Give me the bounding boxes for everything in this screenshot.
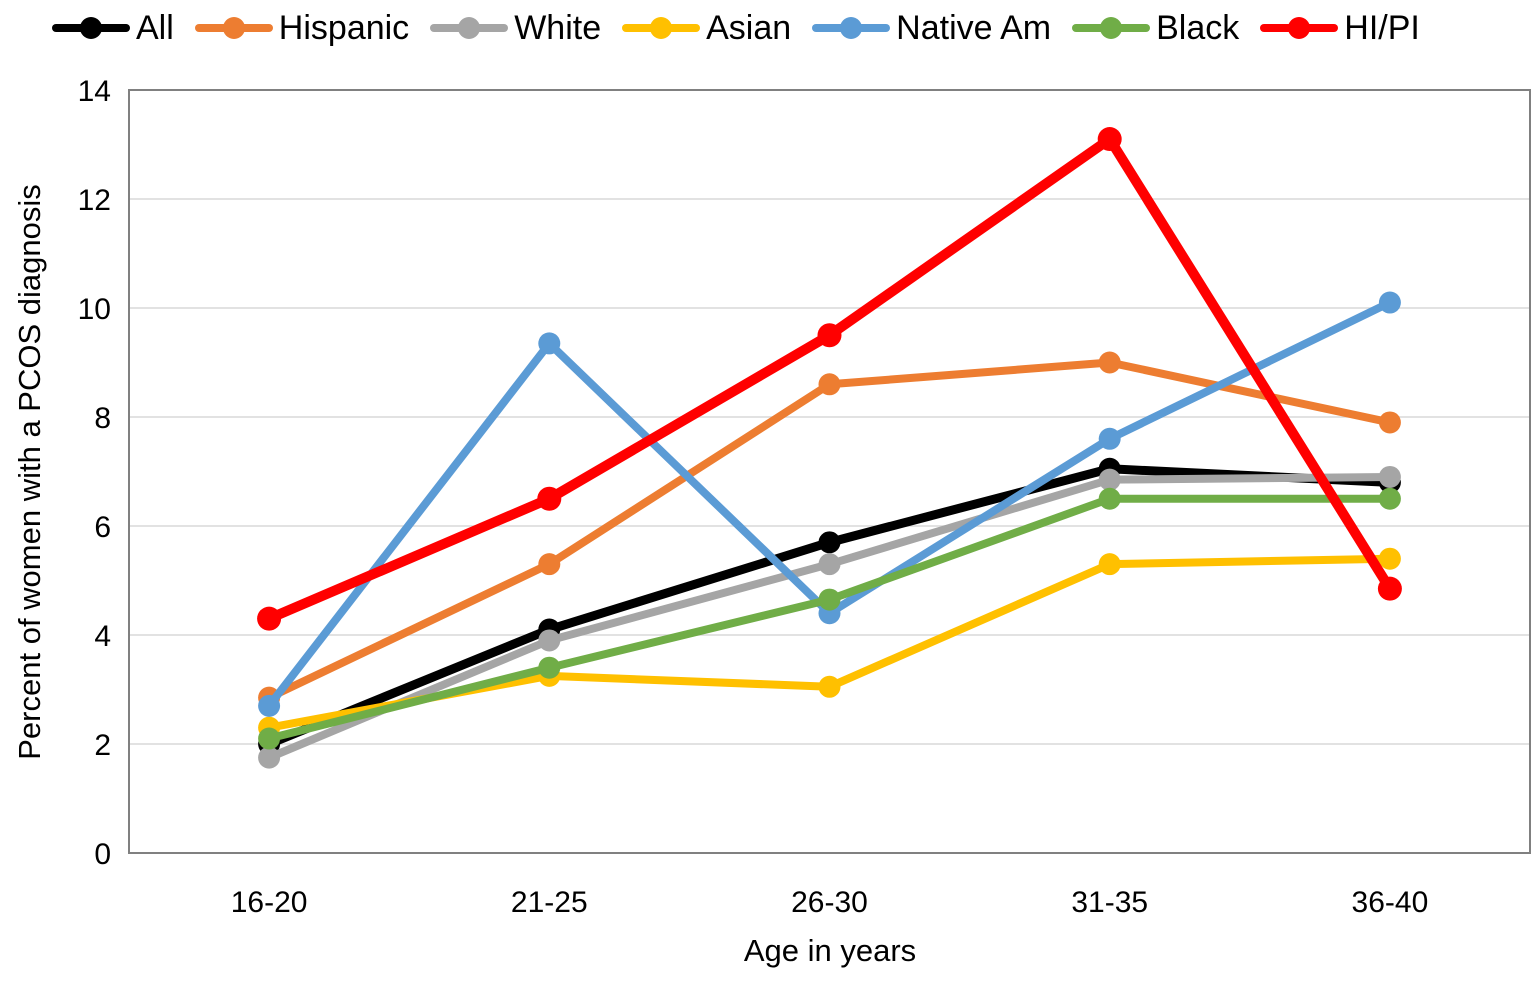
legend-dot-icon	[650, 17, 673, 39]
data-point-white-31-35	[1098, 468, 1121, 491]
x-tick-label-21-25: 21-25	[511, 886, 588, 919]
x-tick-label-16-20: 16-20	[231, 886, 308, 919]
data-point-asian-26-30	[818, 675, 841, 698]
data-point-native-am-31-35	[1098, 427, 1121, 450]
data-point-all-26-30	[818, 531, 841, 554]
data-point-native-am-36-40	[1378, 291, 1401, 314]
legend-dot-icon	[458, 17, 481, 39]
data-point-white-26-30	[818, 553, 841, 576]
legend-item-all: All	[52, 8, 174, 48]
legend-label: HI/PI	[1344, 9, 1420, 47]
data-point-hi-pi-21-25	[537, 486, 562, 511]
legend-label: Asian	[706, 9, 792, 47]
plot-border	[128, 89, 1531, 854]
legend-marker-asian	[622, 16, 701, 40]
y-tick-label-12: 12	[78, 184, 111, 217]
legend-marker-black	[1072, 16, 1151, 40]
y-tick-label-6: 6	[94, 511, 111, 544]
legend-item-asian: Asian	[622, 8, 791, 48]
data-point-hispanic-26-30	[818, 373, 841, 396]
legend-marker-hi-pi	[1260, 16, 1339, 40]
data-point-white-21-25	[538, 629, 561, 652]
legend-dot-icon	[840, 17, 863, 39]
y-tick-label-2: 2	[94, 729, 111, 762]
legend-marker-native-am	[812, 16, 891, 40]
data-point-black-31-35	[1098, 487, 1121, 510]
series-line-asian	[265, 554, 1394, 732]
legend-item-hispanic: Hispanic	[194, 8, 410, 48]
data-point-native-am-21-25	[538, 332, 561, 355]
data-point-asian-31-35	[1098, 553, 1121, 576]
x-tick-label-26-30: 26-30	[791, 886, 868, 919]
legend-label: All	[136, 9, 174, 47]
data-point-hi-pi-26-30	[817, 323, 842, 348]
x-axis-title: Age in years	[743, 933, 917, 968]
data-point-hispanic-21-25	[538, 553, 561, 576]
legend-dot-icon	[1100, 17, 1123, 39]
data-point-black-26-30	[818, 588, 841, 611]
legend-label: Black	[1156, 9, 1240, 47]
legend-marker-white	[430, 16, 509, 40]
data-point-white-36-40	[1378, 465, 1401, 488]
legend-dot-icon	[1288, 17, 1311, 39]
data-point-hi-pi-16-20	[257, 606, 282, 631]
x-tick-label-31-35: 31-35	[1071, 886, 1148, 919]
y-tick-label-10: 10	[78, 293, 111, 326]
legend-dot-icon	[80, 17, 102, 39]
data-point-hispanic-31-35	[1098, 351, 1121, 374]
y-tick-label-8: 8	[94, 402, 111, 435]
legend-label: Native Am	[896, 9, 1052, 47]
legend-marker-all	[52, 16, 130, 40]
legend-label: Hispanic	[278, 9, 410, 47]
legend-item-white: White	[430, 8, 601, 48]
y-tick-label-4: 4	[94, 620, 111, 653]
y-tick-label-14: 14	[78, 75, 111, 108]
data-point-hi-pi-31-35	[1097, 127, 1122, 152]
y-axis-title: Percent of women with a PCOS diagnosis	[12, 184, 47, 760]
legend-item-native-am: Native Am	[812, 8, 1051, 48]
legend-item-black: Black	[1072, 8, 1239, 48]
y-tick-label-0: 0	[94, 838, 111, 871]
x-tick-label-36-40: 36-40	[1352, 886, 1429, 919]
legend-label: White	[514, 9, 602, 47]
data-point-native-am-16-20	[258, 694, 281, 717]
legend-marker-hispanic	[194, 16, 273, 40]
legend-dot-icon	[222, 17, 245, 39]
series-line-native-am	[265, 298, 1394, 710]
series-line-hispanic	[265, 358, 1394, 702]
data-point-black-16-20	[258, 727, 281, 750]
data-point-black-36-40	[1378, 487, 1401, 510]
data-point-white-16-20	[258, 746, 281, 769]
data-point-hi-pi-36-40	[1377, 576, 1402, 601]
data-point-asian-36-40	[1378, 547, 1401, 570]
data-point-hispanic-36-40	[1378, 411, 1401, 434]
data-point-black-21-25	[538, 656, 561, 679]
chart-legend: All Hispanic White Asian Native Am Black HI/PI	[52, 8, 1420, 48]
legend-item-hi-pi: HI/PI	[1260, 8, 1420, 48]
